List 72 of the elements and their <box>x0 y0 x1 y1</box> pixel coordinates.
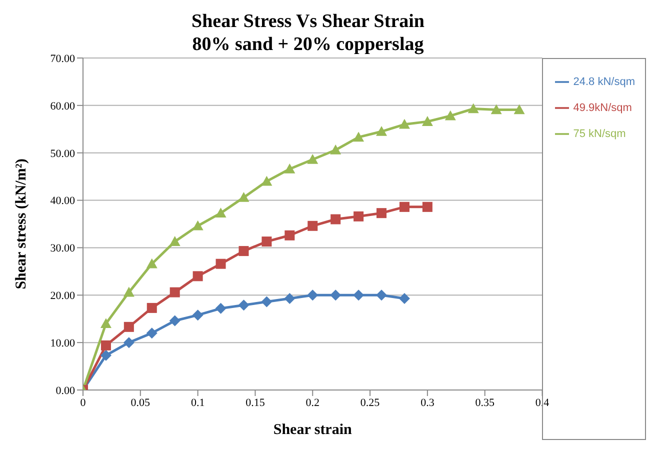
point <box>169 315 180 326</box>
x-tick-label: 0 <box>80 396 86 409</box>
point <box>216 258 226 269</box>
point <box>376 290 388 301</box>
x-axis-title: Shear strain <box>273 422 353 438</box>
point <box>215 208 226 218</box>
point <box>308 220 318 231</box>
chart-subtitle: 80% sand + 20% copperslag <box>191 33 425 56</box>
y-tick-label: 50.00 <box>50 148 76 160</box>
point <box>100 318 112 328</box>
point <box>284 163 296 174</box>
point <box>146 258 158 268</box>
y-tick-label: 40.00 <box>50 195 76 208</box>
point <box>100 340 111 350</box>
x-tick-label: 0.15 <box>246 396 266 409</box>
point <box>514 104 525 114</box>
point <box>170 287 180 298</box>
point <box>307 290 318 301</box>
point <box>330 144 342 154</box>
point <box>146 328 158 339</box>
point <box>238 192 250 202</box>
y-axis-title: Shear stress (kN/m²) <box>13 158 30 290</box>
point <box>284 230 295 240</box>
point <box>100 350 112 361</box>
y-tick-label: 60.00 <box>50 100 76 112</box>
y-tick-label: 30.00 <box>50 242 76 255</box>
point <box>422 202 432 212</box>
legend-label: 49.9kN/sqm <box>573 102 632 114</box>
legend-label: 24.8 kN/sqm <box>573 76 635 88</box>
point <box>468 103 479 114</box>
point <box>398 118 410 129</box>
point <box>284 292 296 304</box>
point <box>123 286 134 297</box>
x-tick-label: 0.1 <box>190 396 205 409</box>
point <box>261 176 272 186</box>
point <box>261 296 272 308</box>
point <box>238 300 250 311</box>
point <box>353 132 364 142</box>
point <box>262 236 272 247</box>
point <box>490 104 502 114</box>
point <box>146 302 157 313</box>
point <box>422 116 433 126</box>
point <box>330 290 342 301</box>
point <box>354 211 364 222</box>
point <box>398 292 410 304</box>
y-tick-label: 20.00 <box>50 290 76 302</box>
chart-title: Shear Stress Vs Shear Strain <box>190 10 426 33</box>
point <box>192 220 204 230</box>
point <box>376 126 388 136</box>
point <box>330 214 341 224</box>
x-tick-label: 0.25 <box>360 396 380 409</box>
x-tick-label: 0.2 <box>306 396 320 409</box>
y-tick-label: 10.00 <box>50 337 76 350</box>
x-tick-label: 0.35 <box>475 396 495 409</box>
point <box>215 302 226 314</box>
point <box>124 322 134 332</box>
legend-label: 75 kN/sqm <box>573 128 626 140</box>
y-tick-label: 0.00 <box>56 384 76 397</box>
x-tick-label: 0.4 <box>535 396 550 409</box>
point <box>169 236 180 246</box>
point <box>399 202 410 212</box>
point <box>238 246 249 256</box>
point <box>376 208 387 218</box>
point <box>444 110 456 120</box>
point <box>307 154 318 164</box>
point <box>192 271 203 282</box>
x-tick-label: 0.05 <box>130 396 151 409</box>
point <box>192 310 204 321</box>
y-tick-label: 70.00 <box>50 52 76 65</box>
x-tick-label: 0.3 <box>420 396 435 409</box>
point <box>123 337 134 348</box>
point <box>353 290 364 301</box>
